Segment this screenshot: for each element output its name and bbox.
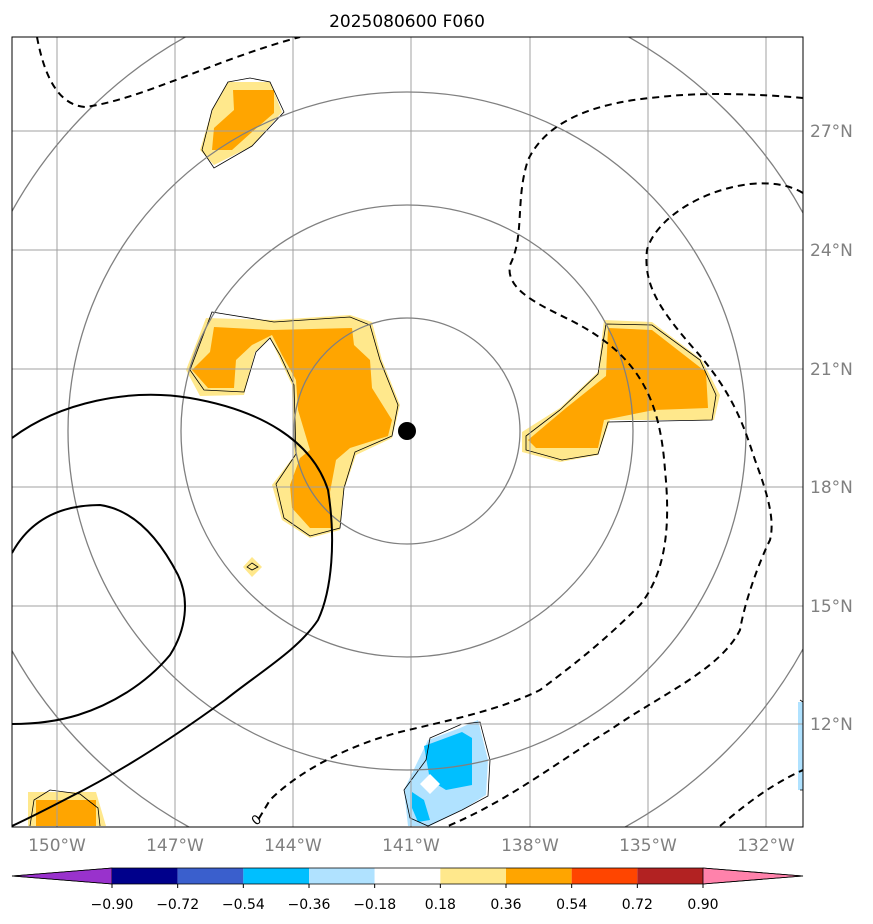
colorbar-tick-label: −0.18 bbox=[353, 897, 396, 913]
colorbar-tick-label: 0.18 bbox=[425, 897, 456, 913]
colorbar-cell bbox=[112, 868, 178, 884]
colorbar-cell bbox=[243, 868, 309, 884]
x-tick-label: 150°W bbox=[28, 836, 86, 856]
colorbar-tick-label: 0.90 bbox=[687, 897, 718, 913]
lat-gridlines bbox=[12, 130, 803, 725]
x-tick-label: 138°W bbox=[501, 836, 559, 856]
range-rings bbox=[12, 37, 803, 827]
colorbar-cell bbox=[571, 868, 638, 884]
y-tick-labels: 27°N 24°N 21°N 18°N 15°N 12°N bbox=[810, 122, 853, 735]
colorbar-tick-label: −0.36 bbox=[288, 897, 331, 913]
colorbar-cell bbox=[374, 868, 441, 884]
x-tick-label: 135°W bbox=[619, 836, 677, 856]
x-tick-labels: 150°W 147°W 144°W 141°W 138°W 135°W 132°… bbox=[28, 836, 795, 856]
colorbar-labels: −0.90 −0.72 −0.54 −0.36 −0.18 0.18 0.36 0.54 0.7… bbox=[91, 884, 719, 913]
solid-contours bbox=[12, 393, 334, 827]
colorbar-cell bbox=[177, 868, 244, 884]
range-ring-9deg bbox=[67, 91, 747, 771]
map-area: 0 bbox=[12, 37, 803, 827]
colorbar-tick-label: −0.90 bbox=[91, 897, 134, 913]
map-frame bbox=[11, 36, 804, 828]
colorbar-tick-label: −0.72 bbox=[156, 897, 199, 913]
colorbar-tick-label: 0.54 bbox=[556, 897, 587, 913]
dashed-contours bbox=[36, 37, 803, 827]
colorbar-cell bbox=[506, 868, 572, 884]
range-ring-6deg bbox=[180, 204, 634, 658]
colorbar: −0.90 −0.72 −0.54 −0.36 −0.18 0.18 0.36 0.54 0.7… bbox=[11, 867, 804, 913]
x-tick-label: 141°W bbox=[382, 836, 440, 856]
colorbar-tick-label: 0.72 bbox=[622, 897, 653, 913]
chart-title: 2025080600 F060 bbox=[329, 12, 485, 32]
colorbar-cells bbox=[11, 867, 804, 885]
colorbar-cell bbox=[440, 868, 506, 884]
storm-center-marker bbox=[398, 422, 416, 440]
colorbar-tick-label: −0.54 bbox=[222, 897, 265, 913]
range-ring-3deg bbox=[293, 317, 521, 545]
y-tick-label: 18°N bbox=[810, 478, 853, 498]
y-tick-label: 15°N bbox=[810, 597, 853, 617]
y-tick-label: 21°N bbox=[810, 360, 853, 380]
colorbar-cell bbox=[309, 868, 375, 884]
colorbar-tick-label: 0.36 bbox=[490, 897, 521, 913]
negative-field-blue bbox=[412, 732, 472, 822]
colorbar-cell bbox=[637, 868, 703, 884]
y-tick-label: 12°N bbox=[810, 715, 853, 735]
positive-field-orange bbox=[36, 90, 708, 826]
x-tick-label: 132°W bbox=[737, 836, 795, 856]
x-tick-label: 147°W bbox=[146, 836, 204, 856]
colorbar-extend-low bbox=[11, 867, 113, 885]
y-tick-label: 27°N bbox=[810, 122, 853, 142]
x-tick-label: 144°W bbox=[264, 836, 322, 856]
colorbar-extend-high bbox=[702, 867, 804, 885]
y-tick-label: 24°N bbox=[810, 241, 853, 261]
white-hole bbox=[420, 774, 440, 794]
